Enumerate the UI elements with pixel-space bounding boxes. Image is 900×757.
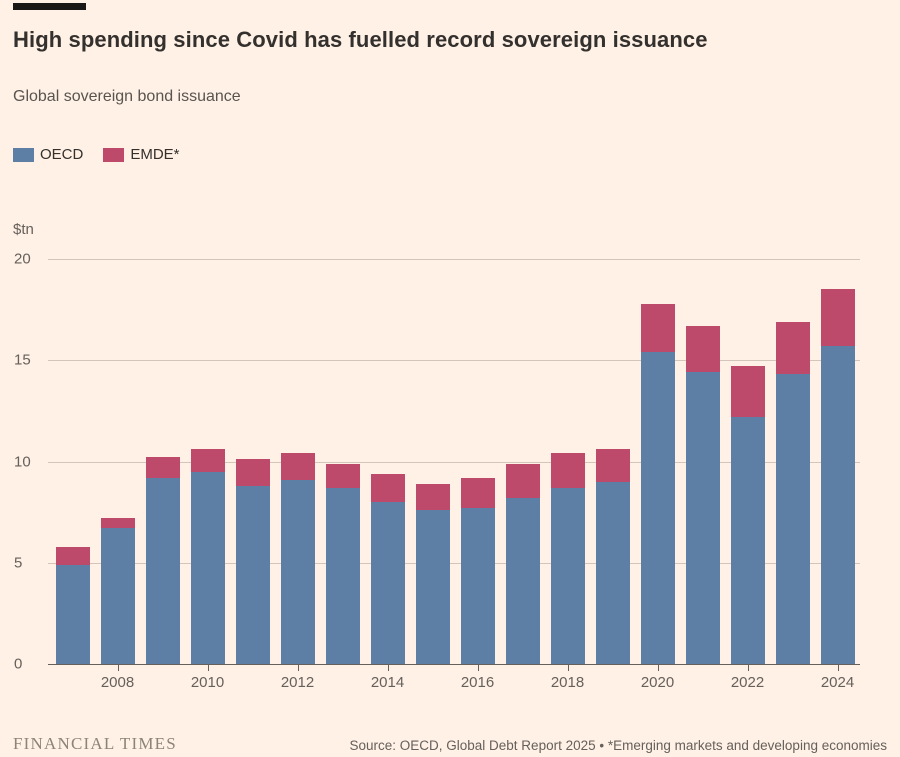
x-tick-label-2012: 2012 [280,674,315,691]
bar-segment-emde [100,518,135,529]
bar-segment-oecd [775,374,810,664]
bar-2023 [775,321,810,664]
bar-segment-oecd [325,487,360,664]
y-tick-label-0: 0 [14,655,23,673]
bar-2016 [460,477,495,664]
bar-2019 [595,449,630,664]
bar-segment-emde [595,449,630,482]
bar-segment-oecd [595,481,630,664]
gridline-5 [48,562,860,564]
x-axis-baseline [48,664,860,665]
bar-segment-emde [55,546,90,565]
bar-segment-emde [640,303,675,353]
bar-segment-emde [415,483,450,511]
bar-segment-emde [820,289,855,347]
x-tick-2008 [117,665,119,671]
bar-segment-oecd [460,508,495,664]
x-tick-2018 [567,665,569,671]
x-tick-2014 [387,665,389,671]
legend-swatch [103,147,125,162]
x-tick-label-2020: 2020 [640,674,675,691]
bar-2007 [55,546,90,664]
bar-2020 [640,303,675,664]
bar-2014 [370,473,405,664]
bar-2021 [685,325,720,664]
source-note: Source: OECD, Global Debt Report 2025 • … [349,738,887,753]
y-axis-unit-label: $tn [13,221,34,238]
bar-segment-oecd [55,564,90,664]
bar-segment-emde [280,453,315,480]
x-tick-label-2008: 2008 [100,674,135,691]
bar-segment-oecd [550,487,585,664]
legend-item-oecd: OECD [13,146,83,163]
page-title: High spending since Covid has fuelled re… [13,27,708,52]
bar-segment-oecd [370,501,405,664]
bar-segment-oecd [280,479,315,664]
bar-2022 [730,366,765,664]
bar-segment-oecd [415,510,450,664]
x-tick-2016 [477,665,479,671]
chart-legend: OECD EMDE* [13,146,180,163]
bar-segment-emde [235,459,270,486]
bar-segment-emde [190,449,225,472]
x-tick-2024 [837,665,839,671]
chart-subtitle: Global sovereign bond issuance [13,88,241,105]
x-tick-2020 [657,665,659,671]
legend-swatch [13,147,34,162]
ft-top-rule [13,3,86,10]
legend-label: OECD [40,146,84,163]
gridline-15 [48,360,860,362]
bar-segment-emde [505,463,540,498]
bar-segment-oecd [505,497,540,664]
plot-area: 0 5 10 15 20 2008 2010 2012 2014 2016 2018 2020 2022… [14,250,860,720]
bar-2010 [190,449,225,664]
bar-segment-emde [325,463,360,488]
bar-2012 [280,453,315,664]
bar-2024 [820,289,855,664]
x-tick-2012 [297,665,299,671]
legend-label: EMDE* [130,146,180,163]
bar-segment-oecd [100,528,135,664]
bar-2011 [235,459,270,664]
bar-segment-emde [370,473,405,502]
bar-segment-oecd [640,352,675,664]
bar-2009 [145,457,180,664]
bar-segment-oecd [820,346,855,664]
gridline-10 [48,461,860,463]
x-tick-2022 [747,665,749,671]
y-tick-label-5: 5 [14,554,23,572]
bar-segment-oecd [190,471,225,664]
x-tick-label-2018: 2018 [550,674,585,691]
bar-segment-emde [730,366,765,417]
legend-item-emde: EMDE* [103,146,180,163]
x-tick-label-2014: 2014 [370,674,405,691]
bar-segment-oecd [235,485,270,664]
y-tick-label-10: 10 [14,453,31,470]
x-tick-2010 [207,665,209,671]
bar-2008 [100,518,135,664]
bar-segment-emde [775,321,810,375]
bar-segment-oecd [145,477,180,664]
x-tick-label-2024: 2024 [820,674,855,691]
gridline-20 [48,259,860,260]
bar-segment-emde [685,325,720,373]
bar-2018 [550,453,585,664]
bar-2017 [505,463,540,664]
bar-2015 [415,483,450,664]
bar-2013 [325,463,360,664]
bar-segment-emde [460,477,495,509]
x-tick-label-2016: 2016 [460,674,495,691]
y-tick-label-20: 20 [14,250,31,268]
bar-segment-oecd [730,416,765,664]
x-tick-label-2022: 2022 [730,674,765,691]
ft-logo-text: FINANCIAL TIMES [13,734,177,753]
bar-segment-emde [550,453,585,488]
y-tick-label-15: 15 [14,351,31,369]
x-tick-label-2010: 2010 [190,674,225,691]
bar-segment-emde [145,457,180,478]
bar-segment-oecd [685,372,720,664]
